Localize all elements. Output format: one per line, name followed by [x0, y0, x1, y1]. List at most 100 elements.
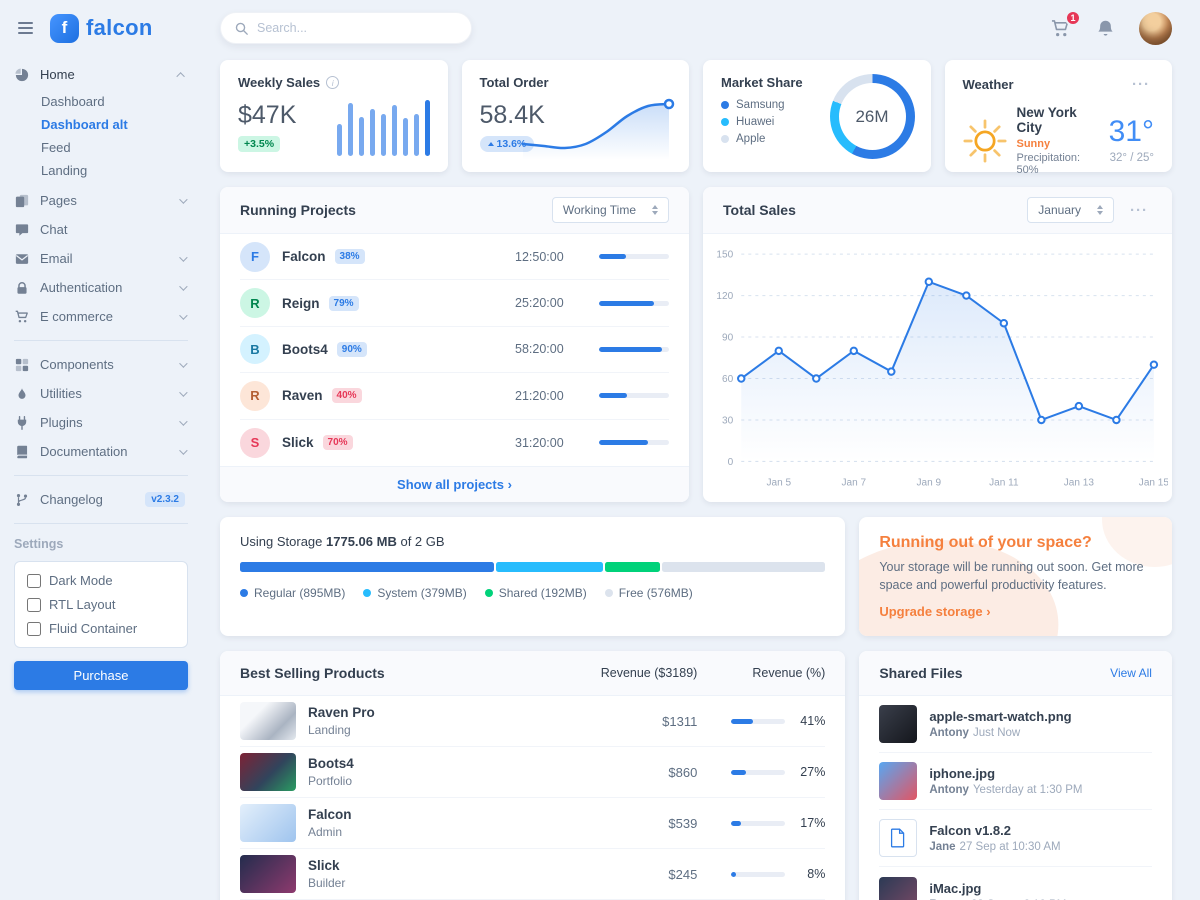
project-name[interactable]: Raven	[282, 388, 323, 404]
fluid-container-checkbox[interactable]	[27, 621, 41, 636]
brand-logo[interactable]: f falcon	[50, 13, 153, 43]
sidebar-item-authentication[interactable]: Authentication	[14, 273, 188, 302]
sidebar-item-chat[interactable]: Chat	[14, 215, 188, 244]
product-name[interactable]: Slick	[308, 858, 340, 874]
project-time: 31:20:00	[515, 435, 564, 450]
view-all-link[interactable]: View All	[1110, 666, 1152, 681]
file-thumbnail	[879, 705, 918, 744]
project-row: S Slick 70% 31:20:00	[240, 420, 669, 466]
fluid-container-option[interactable]: Fluid Container	[27, 621, 175, 636]
sun-icon	[962, 118, 1007, 163]
project-name[interactable]: Boots4	[282, 341, 328, 357]
legend-dot	[363, 588, 372, 597]
file-name[interactable]: iMac.jpg	[929, 880, 982, 896]
cart-button[interactable]: 1	[1049, 9, 1081, 40]
rtl-layout-checkbox[interactable]	[27, 597, 41, 612]
market-share-legend: Samsung Huawei Apple	[721, 99, 913, 145]
product-name[interactable]: Boots4	[308, 756, 354, 772]
table-row: Raven Pro Landing $1311 41%	[240, 696, 826, 748]
weather-temperature: 31°	[1108, 115, 1154, 148]
file-meta: Antony Just Now	[929, 727, 1071, 739]
sidebar-item-pages[interactable]: Pages	[14, 186, 188, 215]
search-input[interactable]	[257, 21, 457, 35]
project-progress-badge: 70%	[322, 435, 353, 451]
sidebar-item-dashboard-alt[interactable]: Dashboard alt	[14, 113, 188, 136]
card-title-row: Weather ···	[963, 75, 1155, 94]
product-name[interactable]: Falcon	[308, 807, 352, 823]
project-name[interactable]: Reign	[282, 295, 320, 311]
upgrade-storage-link[interactable]: Upgrade storage ›	[879, 604, 990, 619]
storage-label: Using Storage	[240, 533, 323, 549]
nav-label: Authentication	[40, 280, 123, 295]
working-time-select[interactable]: Working Time	[551, 197, 669, 223]
project-avatar: B	[240, 334, 270, 365]
stats-row: Weekly Sales i $47K +3.5% Total Order 58…	[220, 60, 1172, 176]
rtl-layout-option[interactable]: RTL Layout	[27, 597, 175, 612]
sidebar-item-landing[interactable]: Landing	[14, 159, 188, 182]
legend-label: Apple	[736, 133, 766, 145]
progress-bar	[599, 300, 669, 306]
product-category[interactable]: Admin	[308, 825, 343, 840]
project-avatar: R	[240, 288, 270, 319]
sidebar-item-email[interactable]: Email	[14, 244, 188, 273]
notifications-button[interactable]	[1094, 17, 1117, 40]
dark-mode-option[interactable]: Dark Mode	[27, 573, 175, 588]
project-time: 25:20:00	[515, 296, 564, 311]
link-label: Show all projects	[397, 476, 504, 492]
info-icon[interactable]: i	[326, 76, 340, 89]
sidebar-item-changelog[interactable]: Changelog v2.3.2	[14, 485, 188, 514]
total-order-value: 58.4K	[479, 101, 545, 129]
sidebar-item-feed[interactable]: Feed	[14, 136, 188, 159]
search-box[interactable]	[220, 12, 472, 44]
product-name[interactable]: Raven Pro	[308, 705, 375, 721]
progress-bar	[599, 346, 669, 352]
purchase-button[interactable]: Purchase	[14, 661, 188, 690]
code-branch-icon	[14, 492, 30, 508]
user-avatar[interactable]	[1139, 11, 1172, 45]
project-name[interactable]: Slick	[282, 435, 314, 451]
weekly-sales-bar-chart	[336, 98, 430, 156]
card-title-row: Market Share	[721, 75, 913, 90]
product-revenue: $1311	[662, 713, 698, 729]
product-category[interactable]: Landing	[308, 723, 351, 738]
card-menu-button[interactable]: ···	[1126, 201, 1152, 220]
lock-icon	[14, 280, 30, 296]
project-time: 21:20:00	[515, 388, 564, 403]
panel-title: Best Selling Products	[240, 665, 385, 682]
weather-info: New York City Sunny Precipitation: 50%	[1017, 105, 1099, 176]
show-all-projects-link[interactable]: Show all projects ›	[397, 477, 512, 492]
dark-mode-checkbox[interactable]	[27, 573, 41, 588]
nav-label: Components	[40, 357, 114, 372]
column-header-percent: Revenue (%)	[752, 666, 826, 681]
progress-fill	[599, 393, 627, 399]
search-icon	[235, 22, 248, 35]
sidebar-item-dashboard[interactable]: Dashboard	[14, 90, 188, 113]
sidebar-item-components[interactable]: Components	[14, 350, 188, 379]
month-select[interactable]: January	[1027, 197, 1114, 223]
hamburger-menu-button[interactable]	[14, 18, 37, 38]
total-sales-chart-area: 0 30 60 90 120 150 Jan 5 Jan 7 Jan 9 Jan 11 Jan 13…	[703, 234, 1172, 498]
weekly-sales-card: Weekly Sales i $47K +3.5%	[220, 60, 448, 172]
project-name[interactable]: Falcon	[282, 249, 326, 265]
select-carets-icon	[1097, 205, 1103, 215]
sidebar-item-plugins[interactable]: Plugins	[14, 408, 188, 437]
product-category[interactable]: Portfolio	[308, 774, 353, 789]
product-category[interactable]: Builder	[308, 876, 346, 891]
table-row: Slick Builder $245 8%	[240, 849, 826, 900]
file-name[interactable]: Falcon v1.8.2	[929, 823, 1011, 839]
card-title: Market Share	[721, 75, 803, 90]
sidebar-item-ecommerce[interactable]: E commerce	[14, 302, 188, 331]
weekly-sales-value: $47K	[238, 101, 297, 129]
project-row: R Raven 40% 21:20:00	[240, 373, 669, 420]
file-name[interactable]: apple-smart-watch.png	[929, 709, 1072, 725]
link-label: Upgrade storage	[879, 604, 983, 620]
sidebar-item-utilities[interactable]: Utilities	[14, 379, 188, 408]
file-name[interactable]: iphone.jpg	[929, 766, 996, 782]
chevron-down-icon	[179, 310, 188, 320]
option-label: RTL Layout	[49, 597, 116, 612]
sidebar-item-home[interactable]: Home	[14, 60, 188, 89]
panel-header: Shared Files View All	[859, 651, 1172, 697]
card-menu-button[interactable]: ···	[1128, 75, 1154, 94]
legend-label: System (379MB)	[377, 585, 467, 600]
sidebar-item-documentation[interactable]: Documentation	[14, 437, 188, 466]
